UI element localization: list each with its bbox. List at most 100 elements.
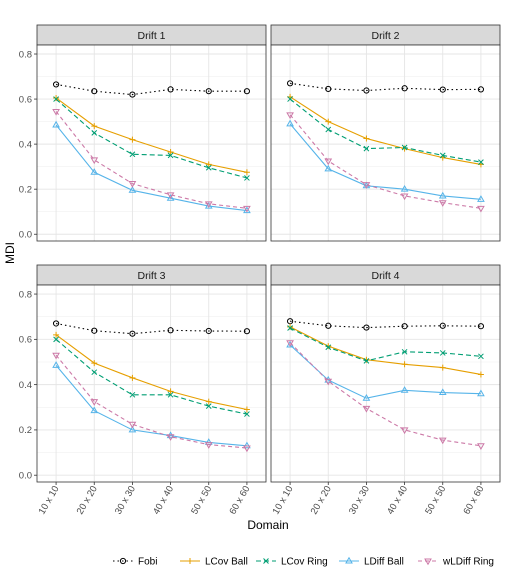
marker-x [53,336,59,343]
series-line [55,98,248,179]
series-line [289,342,481,447]
series-line [289,98,481,163]
marker-x [325,126,332,133]
series-line [289,123,481,200]
marker-triangle-up [400,386,409,393]
series-wldiff-ring [52,108,251,213]
marker-x [129,391,136,398]
marker-triangle-down [243,445,251,453]
marker-circle [286,318,294,325]
y-tick-label: 0.4 [19,380,32,391]
panel-background [271,285,500,482]
series-wldiff-ring [52,352,251,453]
marker-plus [91,360,98,367]
legend: Fobi LCov Ball LCov Ring LDiff Ball wLDiff R… [113,557,494,568]
x-tick-label: 10 x 10 [271,484,296,516]
marker-circle [91,327,98,334]
marker-circle [477,86,485,93]
marker-x [439,152,446,159]
marker-triangle-down [52,352,60,360]
marker-x [401,348,408,355]
marker-triangle-down [52,108,60,116]
marker-triangle-down [166,192,175,200]
marker-triangle-up [400,184,409,192]
legend-label: Fobi [138,557,157,568]
y-tick-label: 0.2 [19,184,32,195]
marker-triangle-up [477,389,485,397]
facet-title: Drift 4 [371,270,399,282]
series-line [55,111,247,209]
marker-x [439,350,446,356]
series-line [55,334,248,411]
y-tick-label: 0.4 [19,139,32,150]
series-line [55,97,248,173]
marker-circle [243,328,251,335]
marker-plus [129,136,136,143]
marker-x [263,558,269,564]
marker-x [129,151,136,158]
marker-x [363,145,370,152]
marker-x [205,164,212,171]
legend-label: wLDiff Ring [442,557,494,568]
marker-triangle-down [128,181,137,188]
marker-triangle-up [243,441,251,449]
marker-triangle-down [477,205,485,213]
facet-panel: Drift 4 10 x 10 20 x 20 30 x 30 40 x 40 50 x … [271,264,501,516]
marker-x [478,159,484,166]
marker-circle [363,87,370,94]
series-lcov-ring [53,96,250,181]
marker-plus [363,135,370,142]
marker-circle [129,330,136,337]
x-tick-label: 20 x 20 [309,484,334,516]
series-line [289,327,481,362]
series-line [55,365,247,447]
series-line [289,114,481,209]
marker-circle [91,88,98,95]
y-tick-label: 0.0 [19,230,32,241]
marker-circle [401,85,408,92]
marker-circle [119,557,127,565]
marker-triangle-down [324,378,333,386]
marker-x [478,353,484,360]
marker-x [363,358,370,364]
marker-x [287,325,293,331]
marker-circle [286,80,294,87]
marker-plus [287,323,294,330]
marker-plus [129,374,136,381]
series-line [55,354,247,449]
marker-plus [401,145,408,152]
series-lcov-ball [53,94,250,176]
legend-item: LCov Ring [256,557,328,568]
marker-plus [325,118,332,125]
legend-label: LCov Ball [205,557,248,568]
marker-triangle-down [362,182,371,189]
x-tick-label: 30 x 30 [113,484,138,516]
series-line [55,124,247,212]
marker-triangle-down [400,193,409,201]
marker-x [91,369,98,376]
marker-x [287,96,293,102]
series-fobi [52,320,251,337]
marker-triangle-down [477,443,485,450]
marker-plus [167,149,174,156]
marker-circle [401,323,408,330]
marker-plus [243,406,250,413]
x-tick-label: 60 x 60 [227,484,252,516]
marker-plus [187,558,193,564]
marker-triangle-up [52,120,60,128]
marker-circle [439,322,446,329]
series-line [56,83,247,96]
legend-label: LDiff Ball [364,557,404,568]
series-lcov-ball [53,331,250,413]
marker-triangle-up [90,406,99,414]
marker-plus [439,364,446,371]
legend-label: LCov Ring [281,557,328,568]
series-ldiff-ball [52,120,251,214]
marker-plus [91,123,98,130]
series-fobi [286,318,485,331]
marker-plus [205,398,212,405]
panel-border [36,44,267,242]
legend-item: LCov Ball [180,557,248,568]
marker-triangle-down [424,558,432,566]
